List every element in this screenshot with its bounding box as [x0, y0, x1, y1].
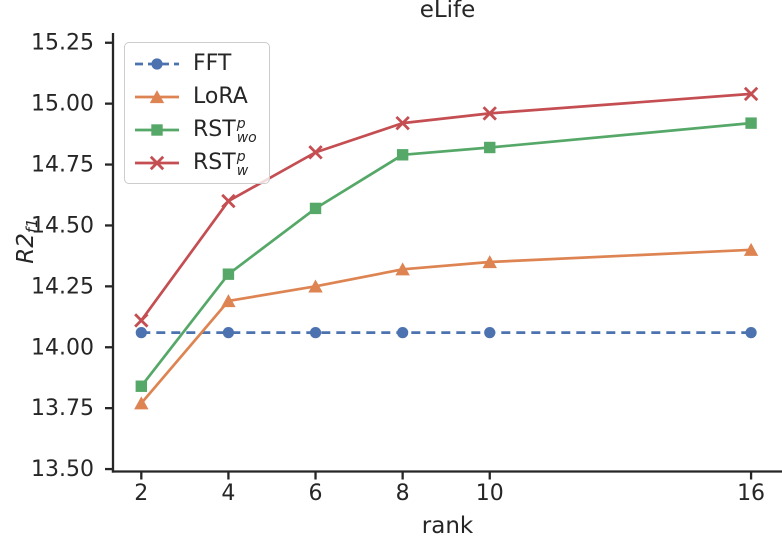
series-marker-LoRA [134, 396, 149, 410]
y-tick-label: 13.75 [31, 396, 94, 421]
legend-swatch-fft [134, 51, 180, 77]
chart-title: eLife [419, 0, 476, 23]
series-marker-RST^p_w [395, 115, 410, 131]
series-marker-FFT [135, 327, 147, 339]
series-marker-LoRA [482, 255, 497, 269]
legend-swatch-marker [151, 123, 163, 136]
legend-item-label: RST p wo [193, 116, 257, 146]
legend-item-label: FFT [193, 51, 232, 76]
series-line-RST^p_wo [140, 121, 752, 388]
series-marker-RST^p_w [482, 106, 497, 121]
y-tick-label: 14.75 [31, 153, 94, 178]
y-tick-label: 15.00 [31, 92, 94, 117]
series-marker-FFT [222, 327, 235, 339]
legend-swatch-lora [134, 84, 180, 110]
series-marker-RST^p_wo [309, 202, 322, 215]
y-tick-label: 13.50 [31, 457, 94, 482]
series-marker-RST^p_wo [745, 117, 757, 129]
legend-item-label: RST p w [193, 149, 249, 179]
series-marker-RST^p_w [743, 86, 759, 102]
legend-swatch-graphic [135, 57, 179, 70]
y-tick-label: 14.50 [31, 213, 94, 238]
series-marker-RST^p_wo [396, 149, 409, 161]
legend-swatch-graphic [135, 89, 179, 103]
legend-swatch-marker [149, 89, 165, 103]
x-tick-label: 10 [476, 481, 504, 506]
x-tick-label: 16 [737, 481, 765, 506]
series-marker-FFT [309, 327, 322, 339]
legend: FFT LoRA RST p wo RST p w [124, 42, 270, 184]
legend-item: FFT [134, 47, 267, 80]
legend-item: RST p w [134, 146, 267, 179]
series-marker-RST^p_w [308, 145, 323, 160]
legend-swatch-graphic [135, 123, 179, 136]
series-line-LoRA [140, 248, 752, 405]
series-marker-RST^p_w [134, 313, 149, 328]
series-marker-FFT [397, 327, 409, 339]
series-marker-FFT [484, 327, 496, 339]
legend-swatch-marker [151, 57, 163, 70]
x-axis-label: rank [421, 513, 474, 539]
legend-swatch-rst-w [134, 150, 180, 176]
series-marker-LoRA [395, 262, 410, 276]
x-tick-label: 2 [134, 481, 148, 506]
legend-item: LoRA [134, 80, 267, 113]
legend-item: RST p wo [134, 113, 267, 146]
legend-item-label: LoRA [193, 84, 248, 109]
legend-swatch-rst-wo [134, 117, 180, 143]
series-line-RST^p_w [140, 92, 752, 322]
series-marker-RST^p_w [221, 193, 236, 209]
x-tick-label: 6 [309, 481, 323, 506]
series-marker-LoRA [221, 294, 236, 308]
legend-swatch-marker [149, 155, 165, 170]
y-tick-label: 15.25 [31, 31, 94, 56]
y-tick-label: 14.25 [31, 274, 94, 299]
legend-swatch-graphic [135, 155, 179, 170]
series-marker-RST^p_wo [222, 268, 235, 280]
y-tick-label: 14.00 [31, 335, 94, 360]
x-tick-label: 8 [396, 481, 410, 506]
series-marker-RST^p_wo [484, 141, 496, 154]
x-tick-label: 4 [221, 481, 235, 506]
series-marker-LoRA [743, 242, 759, 256]
series-marker-LoRA [308, 279, 323, 293]
series-marker-RST^p_wo [135, 380, 148, 392]
series-marker-FFT [745, 327, 757, 339]
